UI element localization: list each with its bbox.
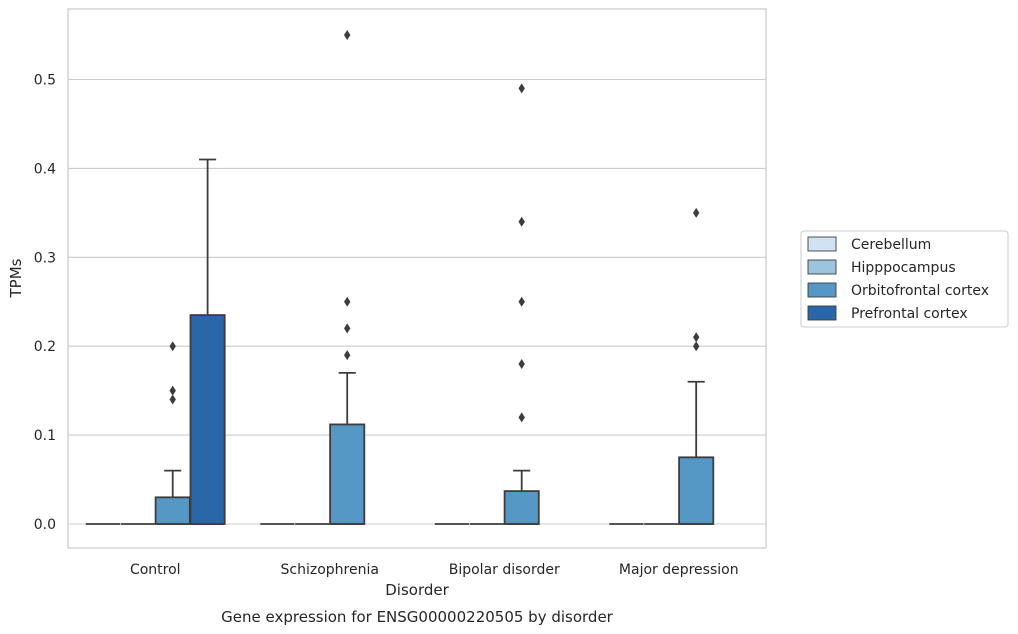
x-tick-label: Major depression: [619, 562, 739, 578]
outlier-point: [518, 216, 525, 227]
outlier-point: [344, 30, 351, 41]
y-tick-label: 0.0: [34, 517, 56, 533]
legend-entry: Hipppocampus: [851, 260, 956, 276]
outlier-point: [693, 341, 700, 352]
outlier-point: [344, 296, 351, 307]
chart-caption: Gene expression for ENSG00000220505 by d…: [221, 608, 614, 626]
legend: Cerebellum Hipppocampus Orbitofrontal cort…: [800, 230, 1009, 328]
outlier-point: [693, 207, 700, 218]
y-tick-label: 0.5: [34, 73, 56, 89]
outlier-point: [693, 332, 700, 343]
legend-swatch: [807, 305, 837, 321]
x-tick-label: Bipolar disorder: [449, 562, 560, 578]
box-group: [85, 30, 715, 525]
legend-entry: Cerebellum: [851, 237, 931, 253]
outlier-point: [169, 341, 176, 352]
x-tick-label: Schizophrenia: [281, 562, 379, 578]
plot-frame: [67, 8, 767, 549]
outlier-point: [518, 296, 525, 307]
outlier-point: [518, 83, 525, 94]
box: [329, 423, 366, 525]
y-tick-label: 0.3: [34, 250, 56, 266]
y-tick-label: 0.1: [34, 428, 56, 444]
y-tick-label: 0.4: [34, 161, 56, 177]
box: [189, 314, 226, 525]
legend-frame: [800, 230, 1009, 328]
outlier-point: [344, 323, 351, 334]
legend-swatch: [807, 259, 837, 275]
y-tick-labels: 0.0 0.1 0.2 0.3 0.4 0.5: [34, 73, 56, 534]
y-axis-label: TPMs: [7, 258, 25, 298]
x-tick-labels: Control Schizophrenia Bipolar disorder Majo…: [130, 562, 739, 578]
plot-area: [68, 9, 766, 548]
outlier-point: [518, 412, 525, 423]
box: [154, 496, 191, 525]
box: [503, 490, 540, 525]
box: [678, 456, 715, 525]
x-tick-label: Control: [130, 562, 181, 578]
legend-swatch: [807, 282, 837, 298]
legend-entry: Orbitofrontal cortex: [851, 283, 989, 299]
legend-swatch: [807, 236, 837, 252]
y-tick-label: 0.2: [34, 339, 56, 355]
outlier-point: [169, 385, 176, 396]
outlier-point: [169, 394, 176, 405]
x-axis-label: Disorder: [385, 581, 449, 599]
legend-entry: Prefrontal cortex: [851, 306, 968, 322]
outlier-point: [344, 350, 351, 361]
outlier-point: [518, 358, 525, 369]
